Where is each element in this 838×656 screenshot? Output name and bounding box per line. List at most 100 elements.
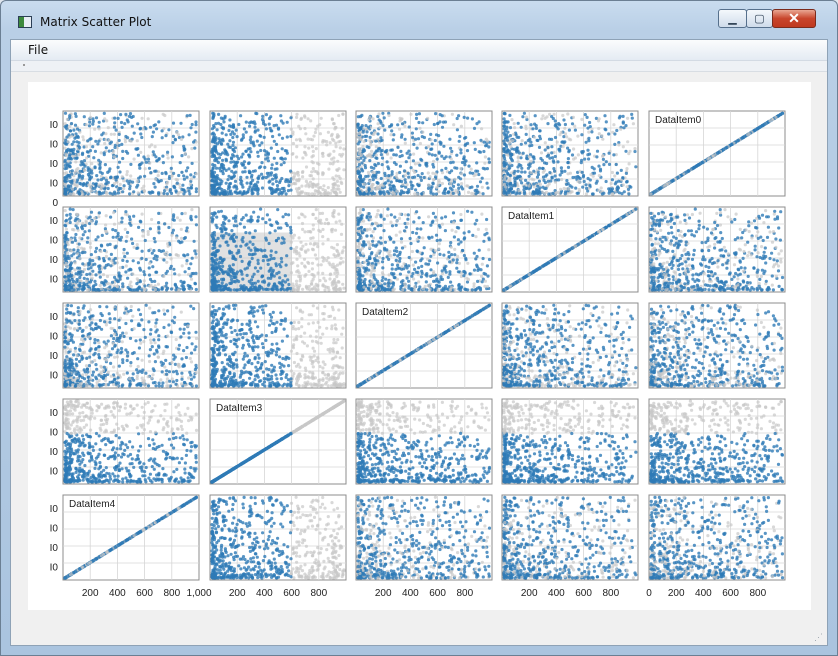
data-point	[287, 282, 291, 287]
panel-r0-c1[interactable]	[209, 110, 347, 197]
data-point	[104, 182, 108, 186]
data-point	[279, 288, 283, 292]
panel-r0-c0[interactable]	[62, 110, 200, 197]
data-point	[557, 178, 561, 182]
data-point	[127, 114, 132, 118]
data-point	[374, 164, 378, 168]
data-point	[70, 240, 75, 244]
panel-r1-c1[interactable]	[209, 206, 347, 293]
data-point	[73, 219, 77, 223]
data-point	[169, 257, 173, 261]
data-point	[440, 181, 444, 186]
data-point	[245, 273, 249, 277]
data-point	[117, 132, 121, 136]
panel-r1-c2[interactable]	[355, 206, 493, 293]
data-point	[240, 218, 244, 222]
data-point	[415, 146, 419, 150]
data-point	[178, 218, 182, 222]
title-bar[interactable]: Matrix Scatter Plot ▁ ▢ ✕	[1, 1, 837, 39]
data-point	[224, 231, 228, 235]
data-point	[535, 138, 539, 142]
panel-r0-c3[interactable]	[501, 110, 639, 197]
data-point	[455, 166, 459, 170]
data-point	[136, 246, 140, 250]
data-point	[300, 247, 304, 251]
data-point	[103, 163, 107, 167]
data-point	[298, 277, 303, 281]
data-point	[241, 170, 245, 174]
data-point	[521, 115, 525, 119]
data-point	[165, 187, 169, 191]
data-point	[527, 174, 531, 178]
data-point	[221, 172, 225, 176]
data-point	[112, 181, 117, 186]
data-point	[339, 256, 343, 260]
data-point	[483, 161, 487, 165]
data-point	[102, 151, 106, 155]
menu-file[interactable]: File	[28, 43, 49, 57]
data-point	[119, 120, 124, 125]
data-point	[502, 191, 506, 195]
data-point	[286, 278, 290, 282]
data-point	[274, 250, 278, 254]
minimize-button[interactable]: ▁	[718, 9, 747, 28]
data-point	[334, 145, 338, 149]
data-point	[342, 147, 346, 151]
toolstrip-grip[interactable]	[23, 64, 25, 66]
data-point	[613, 142, 617, 146]
data-point	[567, 187, 571, 191]
data-point	[81, 233, 85, 237]
data-point	[234, 219, 238, 223]
data-point	[525, 156, 529, 160]
data-point	[264, 238, 268, 242]
data-point	[262, 135, 266, 139]
data-point	[335, 275, 339, 279]
data-point	[403, 137, 407, 141]
data-point	[171, 121, 176, 125]
data-point	[600, 192, 605, 196]
data-point	[71, 227, 75, 232]
data-point	[463, 136, 467, 140]
data-point	[342, 168, 346, 172]
data-point	[356, 187, 360, 191]
panel-r0-c2[interactable]	[355, 110, 493, 197]
data-point	[162, 274, 166, 278]
data-point	[64, 243, 68, 247]
data-point	[580, 133, 584, 137]
data-point	[153, 279, 157, 283]
data-point	[124, 210, 128, 214]
data-point	[249, 135, 253, 139]
data-point	[217, 137, 221, 141]
data-point	[288, 225, 293, 229]
data-point	[768, 119, 772, 123]
maximize-button[interactable]: ▢	[746, 9, 773, 28]
data-point	[93, 262, 97, 266]
client-area: File DataItem0 DataItem1 DataItem2 DataItem…	[10, 39, 828, 646]
data-point	[98, 267, 102, 271]
data-point	[334, 285, 338, 289]
data-point	[285, 135, 289, 139]
data-point	[387, 174, 391, 178]
data-point	[264, 127, 268, 131]
close-button[interactable]: ✕	[772, 9, 816, 28]
data-point	[438, 140, 442, 144]
data-point	[231, 135, 235, 140]
data-point	[216, 152, 220, 156]
data-point	[337, 113, 341, 118]
data-point	[228, 250, 232, 254]
panel-r1-c0[interactable]	[62, 206, 200, 293]
data-point	[477, 172, 481, 177]
data-point	[379, 176, 383, 181]
data-point	[412, 142, 416, 146]
data-point	[136, 153, 140, 157]
data-point	[131, 272, 135, 276]
data-point	[359, 114, 363, 118]
data-point	[194, 187, 198, 191]
data-point	[248, 240, 252, 244]
data-point	[232, 149, 237, 154]
data-point	[157, 157, 161, 161]
data-point	[519, 164, 523, 168]
data-point	[330, 117, 334, 121]
data-point	[521, 151, 525, 155]
scatter-matrix[interactable]: DataItem0DataItem1DataItem2DataItem3Data…	[28, 82, 811, 610]
